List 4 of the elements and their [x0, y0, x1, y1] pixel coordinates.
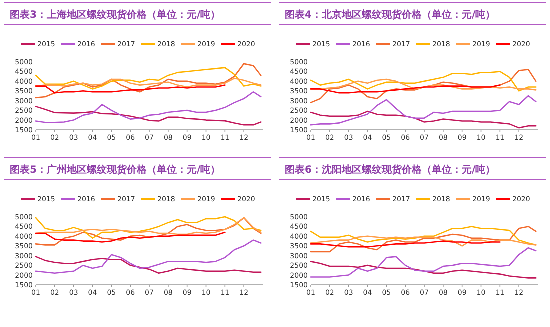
chart-title: 图表3：上海地区螺纹现货价格（单位：元/吨） [10, 9, 221, 21]
chart-title: 图表5：广州地区螺纹现货价格（单位：元/吨） [10, 164, 221, 176]
chart-title: 图表4：北京地区螺纹现货价格（单位：元/吨） [285, 9, 496, 21]
chart-title: 图表6：沈阳地区螺纹现货价格（单位：元/吨） [285, 164, 496, 176]
